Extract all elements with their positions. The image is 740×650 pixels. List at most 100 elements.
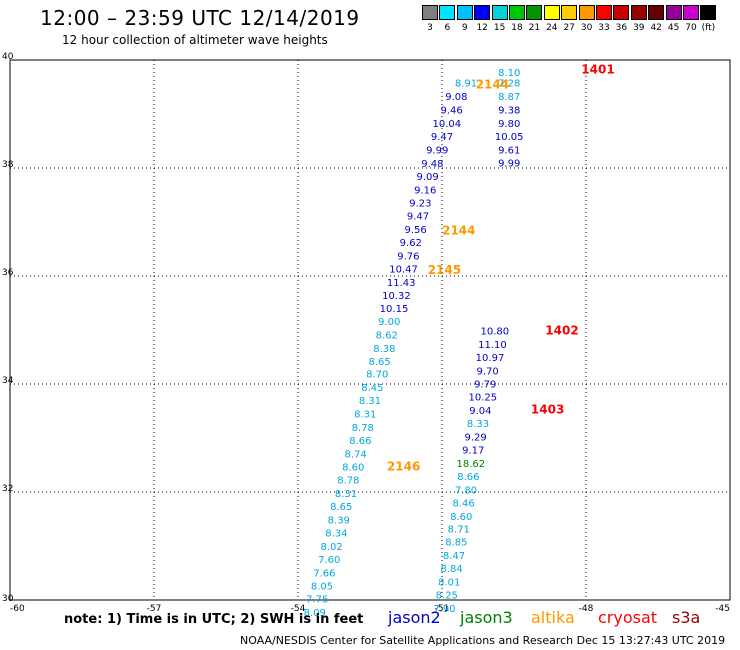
pass-number-label: 2145 (428, 263, 461, 277)
color-swatch (526, 5, 543, 20)
color-scale-label: 27 (563, 23, 575, 33)
color-scale-label: 9 (461, 23, 468, 33)
x-tick-label: -54 (291, 604, 306, 614)
pass-number-label: 1402 (545, 324, 578, 338)
color-scale-label: 45 (667, 23, 680, 33)
swh-value: 18.62 (456, 459, 485, 470)
swh-value: 8.47 (443, 551, 465, 562)
swh-value: 8.70 (366, 370, 388, 381)
swh-value: 7.80 (455, 485, 477, 496)
swh-value: 9.17 (462, 445, 484, 456)
swh-value: 9.09 (416, 172, 438, 183)
pass-number-label: 1403 (531, 402, 564, 416)
pass-number-label: 2146 (387, 460, 420, 474)
note-text: note: 1) Time is in UTC; 2) SWH is in fe… (64, 612, 364, 627)
color-scale-label: 3 (427, 23, 433, 33)
swh-value: 9.99 (426, 146, 448, 157)
legend-altika: altika (531, 608, 575, 627)
swh-value: 8.46 (452, 498, 474, 509)
color-swatch (543, 5, 560, 20)
swh-value: 8.34 (325, 529, 347, 540)
swh-value: 8.74 (344, 450, 366, 461)
color-swatch (665, 5, 682, 20)
x-tick-label: -60 (10, 604, 25, 614)
swh-value: 8.60 (342, 463, 364, 474)
legend-s3a: s3a (672, 608, 701, 627)
swh-value: 8.60 (450, 512, 472, 523)
credit-text: NOAA/NESDIS Center for Satellite Applica… (240, 634, 726, 647)
color-scale-label: 30 (580, 23, 593, 33)
swh-value: 8.71 (448, 525, 470, 536)
swh-value: 7.90 (433, 604, 455, 615)
swh-value: 9.61 (498, 146, 520, 157)
swh-value: 8.65 (330, 502, 352, 513)
color-swatch (439, 5, 456, 20)
pass-number-label: 1401 (581, 63, 614, 77)
pass-number-label: 2144 (476, 77, 509, 91)
chart-title: 12:00 – 23:59 UTC 12/14/2019 (40, 6, 360, 30)
y-tick-label: 32 (2, 484, 13, 494)
x-tick-label: -51 (435, 604, 450, 614)
swh-value: 8.31 (335, 489, 357, 500)
swh-value: 9.76 (397, 251, 419, 262)
swh-value: 9.79 (474, 379, 496, 390)
swh-value: 8.66 (349, 436, 371, 447)
chart-subtitle: 12 hour collection of altimeter wave hei… (62, 33, 328, 47)
color-swatch (456, 5, 473, 20)
swh-value: 9.56 (404, 225, 426, 236)
legend-jason3: jason3 (460, 608, 513, 627)
swh-value: 8.10 (498, 68, 520, 79)
swh-value: 10.05 (495, 132, 524, 143)
pass-labels: 1401 2144 2144 2145 1402 1403 2146 (387, 63, 615, 474)
axis-tick-labels: -60 -57 -54 -51 -48 -45 40 38 36 34 32 30 (2, 52, 730, 614)
swh-value: 8.33 (467, 419, 489, 430)
color-swatch (578, 5, 595, 20)
x-tick-label: -57 (147, 604, 162, 614)
pass-number-label: 2144 (442, 224, 475, 238)
color-swatch (561, 5, 578, 20)
swh-value: 7.66 (313, 568, 335, 579)
swh-value: 8.78 (337, 476, 359, 487)
swh-value: 9.04 (469, 406, 491, 417)
color-scale-label: 33 (598, 23, 610, 33)
color-scale-label: 42 (650, 23, 662, 33)
swh-value: 9.62 (400, 238, 422, 249)
swh-value: 9.08 (445, 92, 467, 103)
color-scale-label: 12 (476, 23, 488, 33)
swh-value: 8.84 (440, 564, 462, 575)
swh-value: 8.09 (304, 608, 326, 619)
swh-value: 8.38 (373, 344, 395, 355)
swh-value: 8.62 (376, 330, 398, 341)
color-scale-label: 6 (444, 23, 451, 33)
swh-value: 9.23 (409, 199, 431, 210)
swh-value: 9.16 (414, 186, 436, 197)
swh-value: 10.15 (380, 304, 409, 315)
swh-value: 9.70 (476, 367, 498, 378)
color-swatch (422, 5, 438, 20)
color-swatch (700, 5, 717, 20)
swh-value: 7.28 (498, 79, 520, 90)
swh-value: 9.38 (498, 106, 520, 117)
swh-value: 8.05 (311, 581, 333, 592)
swh-value: 8.66 (457, 472, 479, 483)
swh-value: 11.10 (478, 340, 507, 351)
y-tick-label: 34 (2, 376, 14, 386)
swh-value: 9.47 (431, 132, 453, 143)
color-swatch (648, 5, 665, 20)
swh-value: 10.47 (389, 264, 418, 275)
swh-value: 10.80 (480, 327, 509, 338)
legend-cryosat: cryosat (598, 608, 658, 627)
y-tick-label: 40 (2, 52, 14, 62)
swh-value: 8.65 (368, 357, 390, 368)
swh-value: 8.45 (361, 383, 383, 394)
swh-value: 8.85 (445, 538, 467, 549)
color-scale-label: 15 (493, 23, 506, 33)
legend-jason2: jason2 (388, 608, 441, 627)
swh-value: 8.25 (436, 591, 458, 602)
color-scale-label: (ft) (701, 23, 716, 33)
swh-value: 9.29 (464, 432, 486, 443)
swh-value: 9.00 (378, 317, 400, 328)
swh-value: 8.01 (438, 578, 460, 589)
color-scale-label: 39 (633, 23, 645, 33)
x-tick-label: -45 (715, 604, 730, 614)
